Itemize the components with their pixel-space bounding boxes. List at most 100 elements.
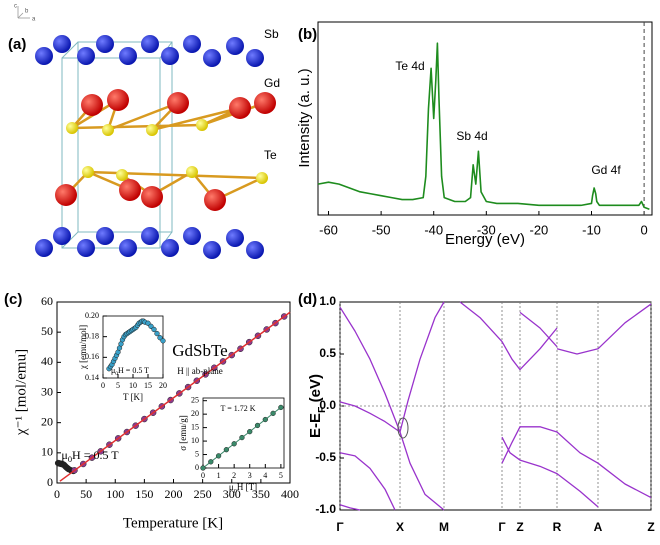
y-tick-label: 5	[195, 449, 199, 458]
gd-atoms	[55, 89, 276, 211]
axis-label: a	[32, 17, 36, 23]
data-line	[501, 436, 599, 508]
x-tick-label: 150	[135, 487, 153, 501]
y-tick-label: 0.5	[319, 346, 336, 360]
x-axis-label: Energy (eV)	[445, 231, 525, 248]
x-tick-label: X	[396, 520, 404, 534]
x-tick-label: 20	[159, 381, 167, 390]
x-tick-label: -30	[477, 222, 496, 237]
x-axis-label: Temperature [K]	[123, 515, 223, 531]
data-line	[339, 401, 445, 511]
annotation: μ0H = 0.5 T	[61, 448, 119, 465]
y-tick-label: -0.5	[315, 450, 336, 464]
label-part: H = 0.5 T	[72, 448, 119, 462]
label-part: 0	[68, 455, 72, 464]
data-point	[200, 465, 206, 471]
panel-label: (d)	[298, 291, 317, 308]
y-tick-label: 0.20	[85, 311, 99, 320]
x-tick-label: -50	[372, 222, 391, 237]
y-axis-label: E-EF (eV)	[307, 374, 328, 438]
y-axis-label: σ [emu/g]	[178, 415, 188, 451]
atom-label: Gd	[264, 76, 280, 90]
y-tick-label: 50	[41, 324, 53, 338]
plot-frame	[317, 21, 653, 216]
panel-label: (b)	[298, 26, 317, 43]
x-tick-label: R	[553, 520, 562, 534]
x-tick-label: -60	[319, 222, 338, 237]
data-line	[501, 426, 652, 499]
y-tick-label: 0.18	[85, 331, 99, 340]
y-tick-label: 60	[41, 294, 53, 308]
x-tick-label: 400	[281, 487, 299, 501]
data-line	[339, 504, 361, 511]
x-tick-label: 100	[106, 487, 124, 501]
data-point	[262, 416, 268, 423]
data-point	[247, 429, 253, 435]
unit-cell	[61, 41, 173, 249]
panel-label: (c)	[4, 291, 22, 308]
data-line	[339, 301, 445, 433]
y-axis-label: χ [emu/mol]	[78, 325, 88, 370]
x-tick-label: 0	[640, 222, 647, 237]
data-line	[339, 452, 396, 511]
x-tick-label: -20	[530, 222, 549, 237]
y-tick-label: 25	[191, 396, 199, 405]
x-tick-label: Γ	[336, 520, 344, 534]
label-part: μ	[61, 448, 67, 462]
x-tick-label: 250	[194, 487, 212, 501]
data-point	[254, 422, 261, 429]
x-tick-label: Γ	[498, 520, 506, 534]
panel-label: (a)	[8, 36, 26, 53]
x-tick-label: 0	[201, 471, 205, 480]
highlight-circle	[397, 417, 409, 439]
y-tick-label: 0.14	[85, 373, 99, 382]
data-point	[208, 459, 214, 465]
data-point	[151, 326, 157, 333]
label-part: 0	[234, 488, 237, 495]
axis-label: b	[25, 9, 29, 15]
x-axis-label: μ0H [T]	[229, 482, 257, 495]
y-tick-label: 10	[41, 445, 53, 459]
data-line	[519, 311, 558, 348]
data-line	[556, 303, 652, 355]
annotation: T = 1.72 K	[220, 404, 255, 413]
data-line	[459, 301, 558, 371]
axis-glyph	[17, 6, 30, 19]
x-tick-label: -10	[582, 222, 601, 237]
chart-subtitle: H || ab-plane	[177, 366, 223, 376]
label-part: E-E	[307, 413, 324, 438]
y-tick-label: 10	[191, 436, 199, 445]
x-tick-label: -40	[424, 222, 443, 237]
x-tick-label: 350	[252, 487, 270, 501]
y-tick-label: 0.0	[319, 398, 336, 412]
y-tick-label: 0	[47, 475, 53, 489]
x-tick-label: M	[439, 520, 449, 534]
annotation: Sb 4d	[456, 129, 487, 143]
data-point	[270, 410, 276, 416]
x-tick-label: 5	[116, 381, 120, 390]
y-tick-label: 1.0	[319, 294, 336, 308]
data-point	[215, 453, 222, 459]
data-line	[317, 42, 650, 210]
x-tick-label: 300	[223, 487, 241, 501]
y-tick-label: 20	[191, 409, 199, 418]
data-point	[160, 338, 166, 344]
data-point	[223, 447, 230, 453]
chart-title: GdSbTe	[172, 341, 227, 360]
label-part: H [T]	[237, 482, 257, 492]
annotation: Gd 4f	[591, 163, 621, 177]
y-tick-label: 0.16	[85, 352, 99, 361]
axis-label: c	[14, 4, 17, 10]
te-atoms	[66, 119, 268, 184]
x-tick-label: 3	[248, 471, 252, 480]
y-tick-label: -1.0	[315, 502, 336, 516]
label-part: 0	[115, 371, 118, 377]
annotation: Te 4d	[395, 59, 424, 73]
x-tick-label: 15	[144, 381, 152, 390]
x-tick-label: A	[594, 520, 603, 534]
crystal-structure: (a) c b a Sb Gd	[8, 4, 280, 259]
annotation: μ0H = 0.5 T	[111, 366, 149, 377]
label-part: H = 0.5 T	[118, 366, 149, 375]
x-tick-label: 4	[263, 471, 267, 480]
y-tick-label: 40	[41, 354, 53, 368]
